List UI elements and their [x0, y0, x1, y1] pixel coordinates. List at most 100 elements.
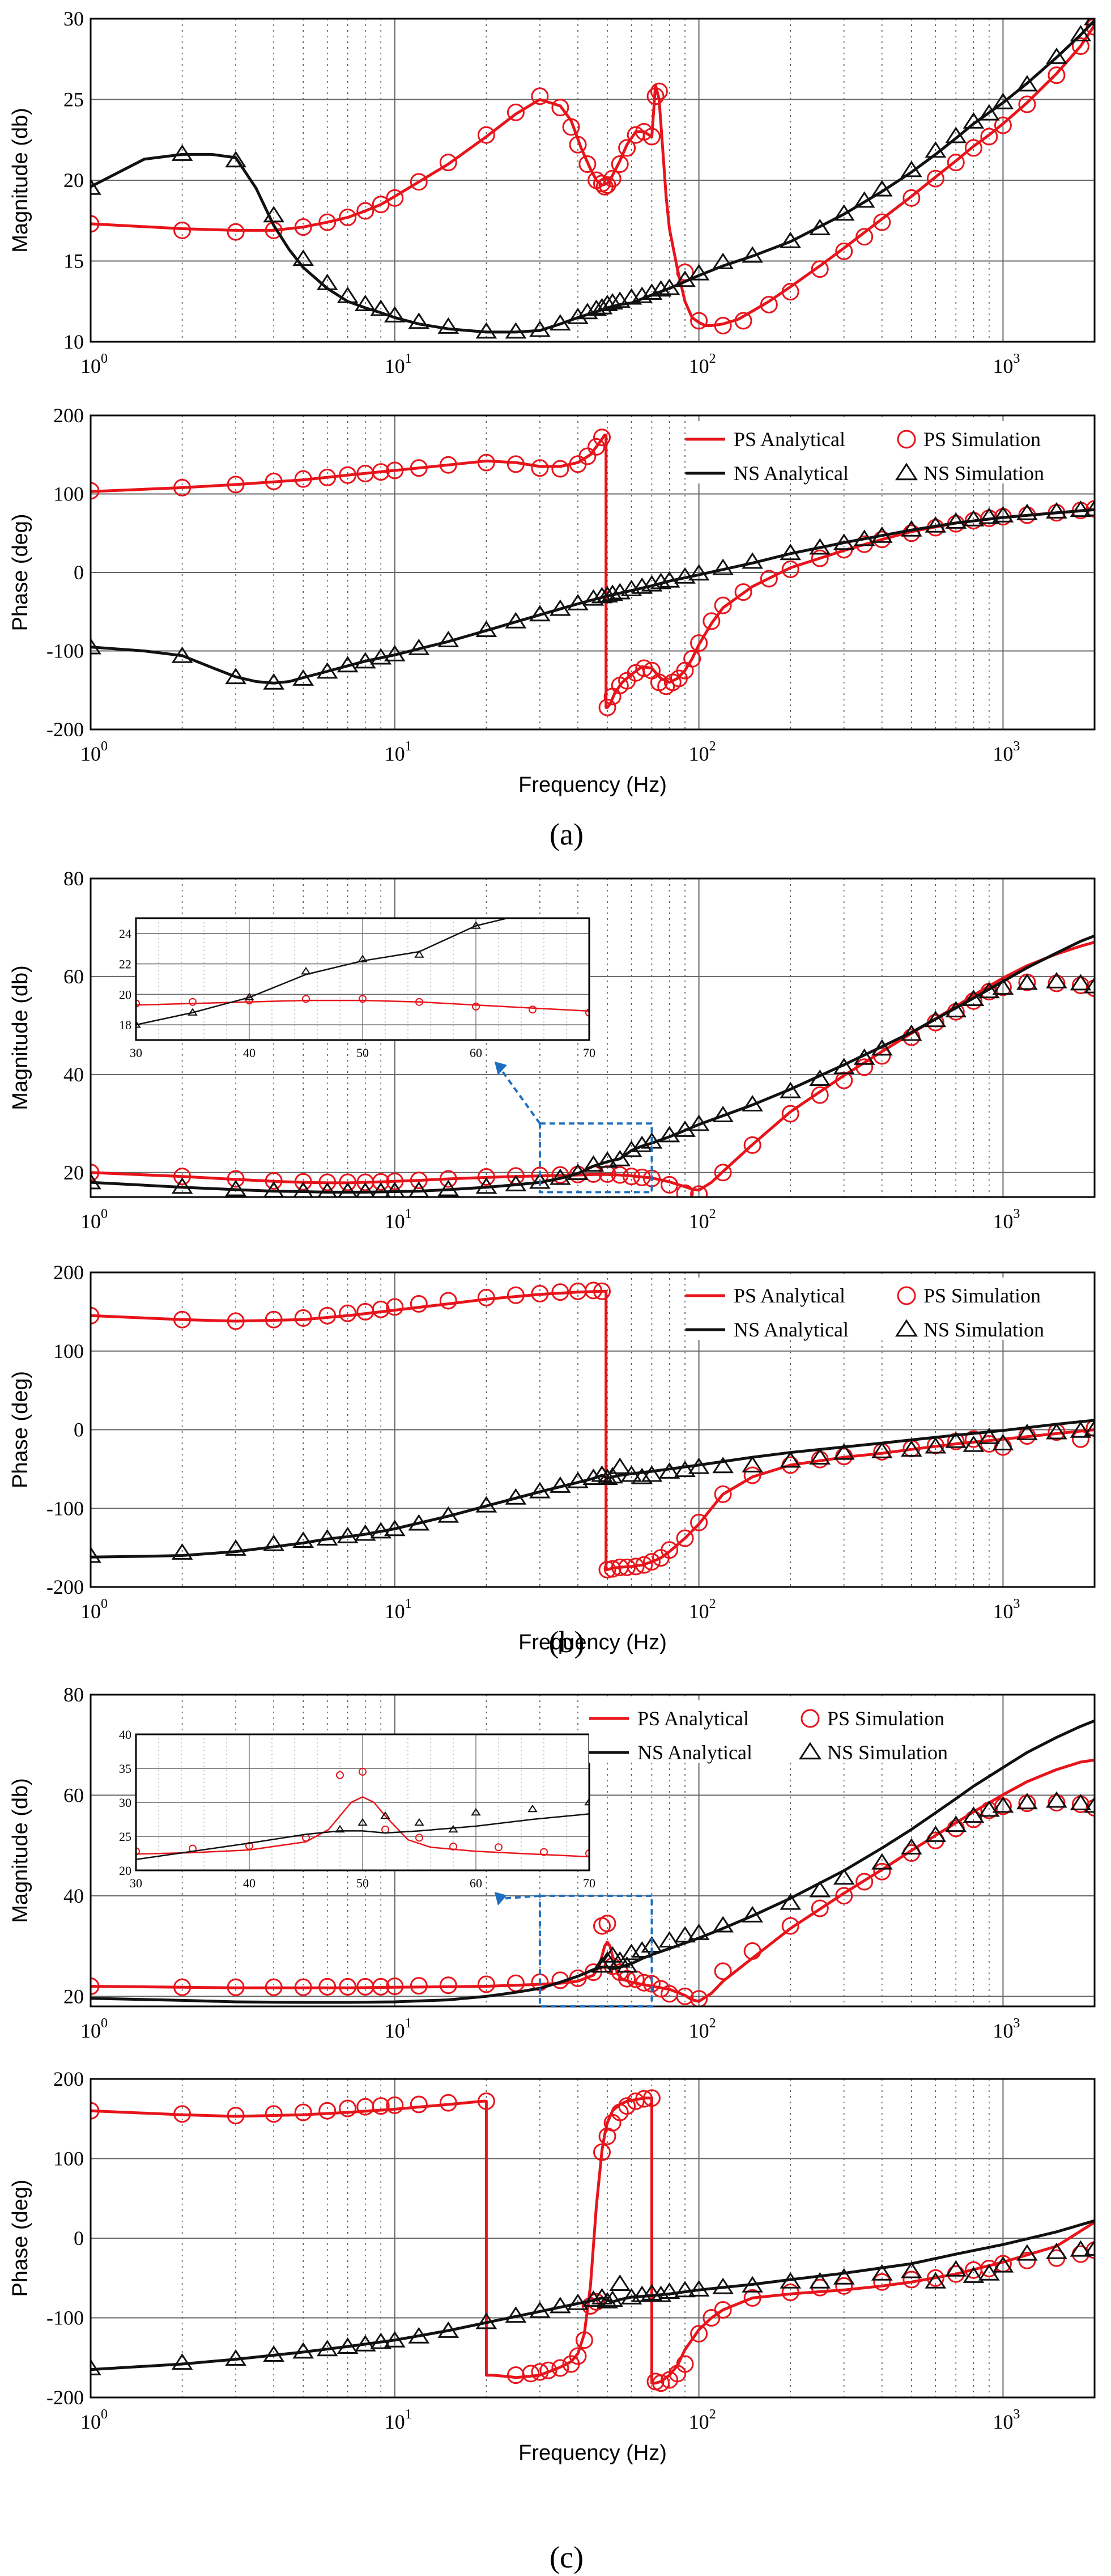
p3-ps-simulation-marker	[964, 1430, 982, 1448]
legend-marker-swatch	[897, 430, 916, 449]
p2-zoom-arrowhead	[494, 1062, 507, 1075]
p2-ps-simulation-marker	[855, 1058, 874, 1076]
p4-ps-simulation-marker	[1048, 1794, 1066, 1812]
p3-ps-simulation-marker	[477, 1288, 495, 1306]
p3-ps-simulation-marker	[642, 1553, 661, 1571]
p5-ns-simulation-marker	[688, 2280, 710, 2297]
p1-ns-simulation-marker	[263, 673, 285, 690]
p3-ns-simulation-marker	[641, 1465, 663, 1482]
p2-ps-simulation-marker	[690, 1185, 708, 1197]
inset-p2-ps-simulation-marker	[529, 1005, 537, 1014]
inset-p4-ns-analytical-line	[136, 1813, 589, 1861]
p5-ps-simulation-marker	[781, 2284, 799, 2302]
p2-ps-simulation-marker	[265, 1172, 283, 1190]
p5-ns-simulation-marker	[225, 2349, 246, 2366]
p1-ns-simulation-marker	[354, 652, 376, 669]
p3-ns-simulation-marker	[263, 1534, 285, 1551]
p1-ns-simulation-marker	[597, 586, 618, 603]
p0-ps-simulation-marker	[173, 221, 191, 239]
p3-ns-simulation-marker	[978, 1427, 1000, 1444]
p4-ns-simulation-marker	[963, 1806, 985, 1823]
p4-ns-simulation-marker	[833, 1868, 855, 1885]
p0-ps-simulation-marker	[372, 196, 390, 214]
p3-ns-simulation-marker	[1016, 1423, 1038, 1440]
p0-ylabel: Magnitude (db)	[8, 108, 32, 253]
p2-ps-simulation-marker	[633, 1168, 651, 1186]
p5-ns-simulation-marker	[582, 2290, 605, 2307]
p5-ns-simulation-marker	[742, 2276, 763, 2293]
p2-ns-simulation-marker	[582, 1155, 605, 1172]
p4-ns-simulation-marker	[1070, 1793, 1092, 1810]
p2-ps-simulation-marker	[173, 1168, 191, 1186]
inset-p4-ps-simulation-marker	[415, 1834, 423, 1842]
p2-ps-simulation-marker	[339, 1173, 357, 1191]
p1-ps-simulation-marker	[598, 698, 616, 716]
p2-ns-simulation-marker	[505, 1174, 527, 1191]
legend-marker-swatch	[895, 462, 918, 481]
inset-p4-ps-simulation-marker	[359, 1768, 367, 1776]
p5-ps-simulation-marker	[294, 2103, 312, 2121]
p2-ps-simulation-marker	[294, 1173, 312, 1191]
p4-ps-simulation-marker	[743, 1942, 761, 1960]
inset-p2-ns-simulation-marker	[301, 966, 311, 975]
p4-ns-simulation-marker	[809, 1881, 831, 1898]
p3-ns-simulation-marker	[582, 1469, 605, 1486]
p3-ps-simulation-marker	[339, 1304, 357, 1322]
p1-ns-simulation-marker	[91, 638, 101, 655]
p0-ns-simulation-marker	[225, 151, 246, 168]
p3-ps-simulation-marker	[593, 1282, 611, 1300]
p3-ns-simulation-marker	[505, 1488, 527, 1505]
p5-ytick-label: 0	[74, 2227, 84, 2250]
p0-ps-simulation-marker	[964, 139, 982, 157]
p0-series-group	[91, 19, 1095, 339]
p4-ps-simulation-marker	[477, 1975, 495, 1993]
p2-ns-simulation-marker	[809, 1069, 831, 1086]
p1-ns-simulation-marker	[945, 512, 967, 529]
p0-ps-simulation-marker	[618, 139, 636, 157]
p0-ns-simulation-marker	[978, 104, 1000, 121]
p3-ns-simulation-marker	[900, 1440, 922, 1457]
p2-xtick-label: 102	[689, 1207, 716, 1233]
p2-ns-simulation-marker	[437, 1179, 459, 1196]
p2-ps-simulation-marker	[598, 1165, 616, 1183]
p4-ns-simulation-marker	[925, 1825, 947, 1842]
p5-ns-simulation-marker	[1084, 2239, 1095, 2256]
p1-ns-simulation-marker	[316, 662, 338, 679]
p5-ns-simulation-marker	[408, 2327, 430, 2344]
legend-marker-swatch	[798, 1742, 822, 1760]
p1-ps-simulation-marker	[439, 456, 457, 474]
p5-ns-simulation-marker	[641, 2284, 663, 2301]
p3-xtick-exp: 0	[101, 1597, 108, 1611]
p3-ns-simulation-marker	[945, 1431, 967, 1448]
p2-ns-simulation-marker	[355, 1182, 375, 1197]
p3-ylabel: Phase (deg)	[8, 1371, 32, 1488]
p2-ps-simulation-marker	[477, 1168, 495, 1186]
inset-p4-ytick-label: 20	[119, 1864, 131, 1878]
p0-xtick-exp: 1	[405, 351, 412, 366]
p1-ylabel: Phase (deg)	[8, 513, 32, 631]
p0-ns-simulation-marker	[650, 280, 672, 297]
p3-ns-simulation-marker	[871, 1441, 893, 1458]
p3-ps-simulation-marker	[551, 1283, 569, 1301]
p0-ns-simulation-marker	[631, 286, 653, 303]
p5-ns-simulation-marker	[1046, 2242, 1067, 2259]
inset-p2-ns-simulation-marker	[136, 1020, 141, 1028]
p3-ns-simulation-marker	[597, 1469, 618, 1486]
p0-ns-simulation-marker	[597, 294, 618, 311]
inset-p2-ytick-label: 20	[119, 987, 131, 1001]
p4-ytick-label: 20	[63, 1985, 84, 2008]
p4-ytick-label: 40	[63, 1885, 84, 1907]
p5-ns-simulation-marker	[505, 2306, 527, 2323]
p4-xtick-exp: 1	[405, 2016, 412, 2031]
p1-ps-simulation-marker	[372, 463, 390, 481]
p3-ps-simulation-marker	[410, 1295, 428, 1313]
p2-ns-simulation-marker	[567, 1163, 589, 1180]
p4-ps-simulation-marker	[386, 1977, 404, 1996]
p1-ns-simulation-marker	[978, 507, 1000, 524]
inset-p2-ps-analytical-line	[136, 999, 589, 1012]
p3-ns-simulation-marker	[567, 1471, 589, 1488]
legend-bg	[686, 421, 1093, 483]
legend-label: NS Analytical	[734, 462, 849, 485]
p2-ps-simulation-marker	[676, 1184, 694, 1197]
p4-ns-simulation-marker	[780, 1893, 802, 1910]
